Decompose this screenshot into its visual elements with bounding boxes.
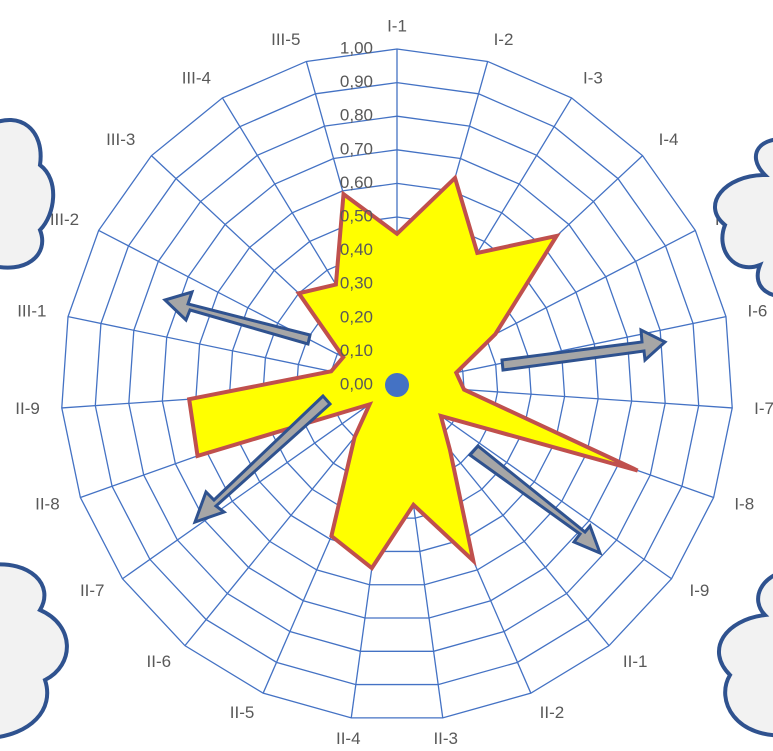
category-label: II-6 bbox=[147, 652, 172, 671]
arrow bbox=[162, 289, 312, 346]
r-tick-label: 0,30 bbox=[340, 274, 373, 293]
plot-area: I-1I-2I-3I-4I-5I-6I-7I-8I-9II-1II-2II-3I… bbox=[15, 16, 773, 748]
r-tick-label: 0,50 bbox=[340, 206, 373, 225]
category-label: II-1 bbox=[623, 652, 648, 671]
grid-ring bbox=[128, 115, 666, 652]
category-label: II-3 bbox=[433, 729, 458, 748]
category-label: II-8 bbox=[35, 494, 60, 513]
cloud bbox=[0, 562, 69, 739]
category-label: III-4 bbox=[182, 69, 211, 88]
category-label: I-2 bbox=[494, 30, 514, 49]
r-tick-label: 0,10 bbox=[340, 341, 373, 360]
r-tick-label: 0,40 bbox=[340, 240, 373, 259]
grid-ring bbox=[161, 149, 633, 619]
arrow bbox=[467, 443, 603, 556]
category-label: II-4 bbox=[336, 729, 361, 748]
hub bbox=[385, 373, 409, 397]
cloud bbox=[713, 137, 773, 297]
r-tick-label: 0,90 bbox=[340, 72, 373, 91]
category-label: I-1 bbox=[387, 16, 407, 35]
category-label: I-7 bbox=[754, 399, 773, 418]
category-label: I-4 bbox=[659, 130, 679, 149]
category-label: III-2 bbox=[50, 210, 79, 229]
r-tick-label: 0,20 bbox=[340, 307, 373, 326]
r-tick-label: 0,00 bbox=[340, 374, 373, 393]
series-area bbox=[186, 174, 639, 572]
category-label: III-1 bbox=[17, 302, 46, 321]
r-tick-label: 0,70 bbox=[340, 139, 373, 158]
grid-ring bbox=[195, 182, 599, 586]
category-label: II-2 bbox=[540, 703, 565, 722]
category-label: I-6 bbox=[748, 302, 768, 321]
category-label: II-7 bbox=[80, 581, 105, 600]
grid-ring bbox=[61, 48, 733, 719]
decorations bbox=[0, 118, 773, 739]
grid-ring bbox=[94, 81, 700, 686]
r-tick-label: 0,80 bbox=[340, 106, 373, 125]
r-tick-label: 0,60 bbox=[340, 173, 373, 192]
category-label: I-3 bbox=[583, 69, 603, 88]
category-label: I-9 bbox=[689, 581, 709, 600]
category-label: III-3 bbox=[106, 130, 135, 149]
r-tick-label: 1,00 bbox=[340, 38, 373, 57]
category-label: I-8 bbox=[734, 494, 754, 513]
grid-ring bbox=[228, 216, 566, 553]
category-label: III-5 bbox=[271, 30, 300, 49]
category-label: II-9 bbox=[15, 399, 40, 418]
category-label: II-5 bbox=[230, 703, 255, 722]
cloud bbox=[717, 573, 773, 737]
arrow bbox=[192, 393, 333, 525]
arrow bbox=[500, 327, 668, 372]
cloud bbox=[0, 118, 56, 270]
spoke bbox=[122, 384, 398, 580]
